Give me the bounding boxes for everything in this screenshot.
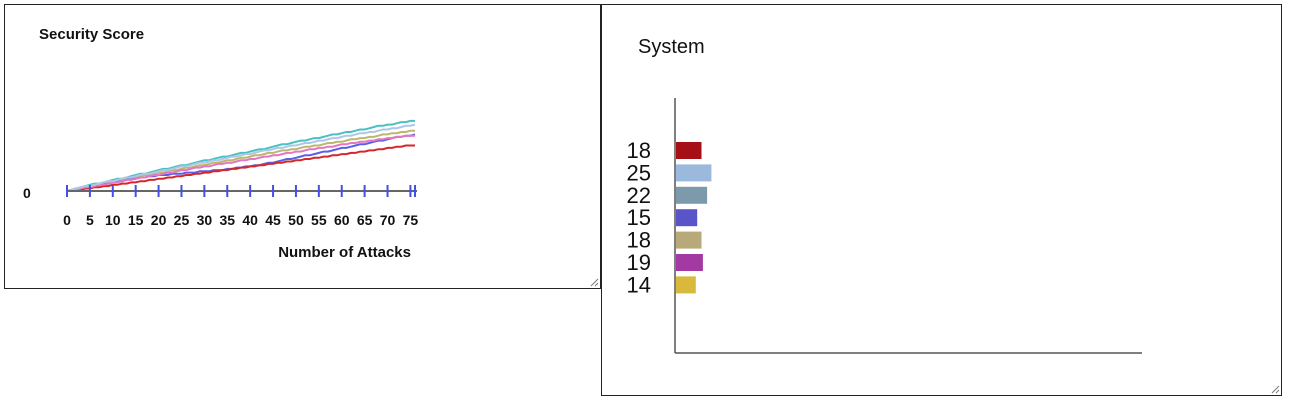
x-tick-label: 50: [288, 212, 304, 228]
x-tick-label: 10: [105, 212, 121, 228]
bar-6: [676, 276, 696, 294]
category-label: 19: [627, 250, 651, 275]
bar-chart-panel: System 18 25 22 15 18 19 14: [601, 4, 1282, 396]
x-tick-label: 70: [380, 212, 396, 228]
x-tick-label: 30: [197, 212, 213, 228]
bar-2: [676, 186, 708, 204]
resize-grip-icon[interactable]: [589, 277, 599, 287]
bar-3: [676, 209, 698, 227]
x-tick-label: 40: [242, 212, 258, 228]
line-series-4: [66, 134, 415, 192]
line-chart-panel: Security Score 0 Number of Attacks 0 5 10 1…: [4, 4, 601, 289]
x-tick-label: 15: [128, 212, 144, 228]
x-tick-label: 20: [151, 212, 167, 228]
x-tick-label: 35: [219, 212, 235, 228]
category-label: 18: [627, 138, 651, 163]
line-series-5: [66, 123, 416, 192]
x-tick-label: 60: [334, 212, 350, 228]
category-label: 15: [627, 205, 651, 230]
resize-grip-icon[interactable]: [1270, 384, 1280, 394]
x-tick-label: 55: [311, 212, 327, 228]
line-chart-title: Security Score: [39, 26, 144, 43]
x-tick-label: 5: [86, 212, 94, 228]
x-tick-label: 75: [403, 212, 419, 228]
x-tick-label: 65: [357, 212, 373, 228]
category-label: 14: [627, 272, 651, 297]
category-label: 22: [627, 183, 651, 208]
x-tick-label: 0: [63, 212, 71, 228]
x-tick-label: 45: [265, 212, 281, 228]
bar-chart-title: System: [638, 36, 705, 58]
bar-0: [676, 142, 702, 159]
bar-5: [676, 254, 703, 271]
line-series-3: [67, 144, 415, 192]
x-axis-label: Number of Attacks: [278, 244, 411, 261]
x-tick-label: 25: [174, 212, 190, 228]
category-label: 18: [627, 228, 651, 253]
bar-4: [676, 231, 702, 249]
bar-1: [676, 164, 712, 182]
line-chart: Security Score 0 Number of Attacks 0 5 10 1…: [23, 26, 419, 261]
y-tick-label-zero: 0: [23, 185, 31, 201]
line-series-1: [66, 129, 415, 192]
category-label: 25: [627, 160, 651, 185]
